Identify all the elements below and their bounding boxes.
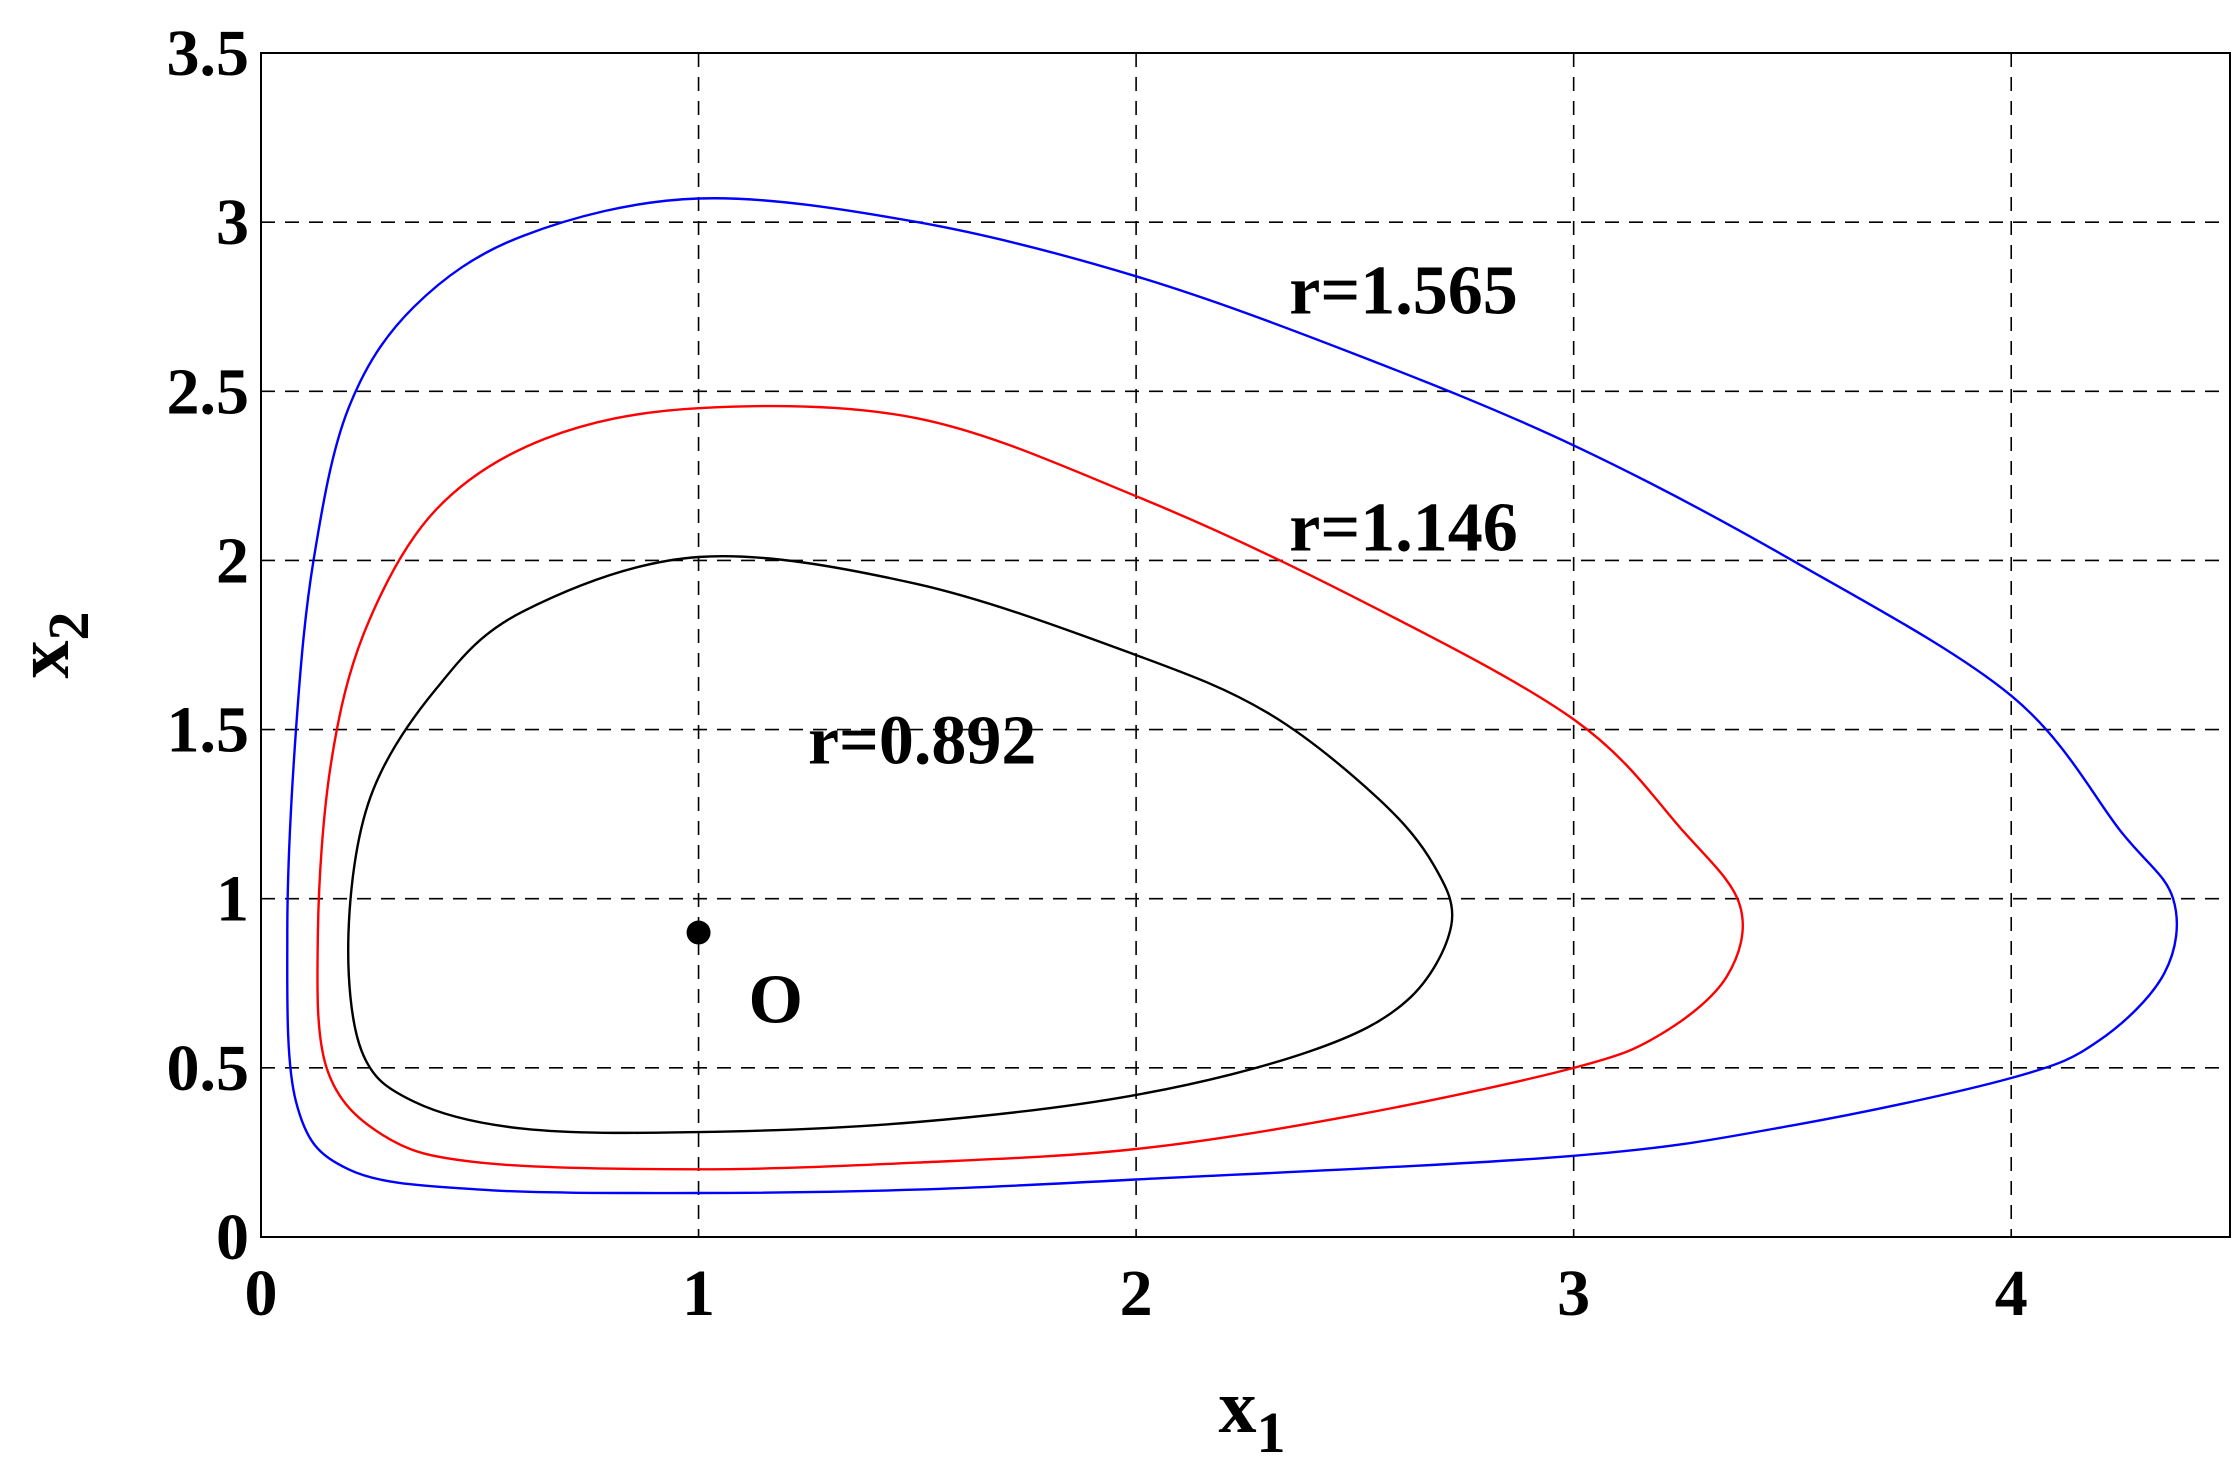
y-tick-label: 0: [216, 1201, 249, 1274]
y-axis-label: x2: [1, 612, 101, 679]
tick-labels: 0 1 2 3 4 0 0.5 1 1.5 2 2.5 3 3.5: [167, 17, 2028, 1330]
x-axis-label: x1: [1219, 1365, 1286, 1465]
y-tick-label: 1.5: [167, 694, 250, 767]
y-tick-label: 2: [216, 524, 249, 597]
curve-label: r=1.565: [1289, 252, 1517, 329]
x-tick-label: 1: [682, 1257, 715, 1330]
x-tick-label: 0: [245, 1257, 278, 1330]
trajectory-curve: [347, 555, 1454, 1135]
curve-annotations: r=1.565 r=1.146 r=0.892: [808, 252, 1518, 779]
x-tick-label: 2: [1120, 1257, 1153, 1330]
equilibrium-point: O: [686, 920, 803, 1039]
y-tick-label: 3: [216, 186, 249, 259]
curve-label: r=1.146: [1289, 489, 1517, 566]
equilibrium-marker: [686, 920, 711, 945]
x-tick-label: 3: [1557, 1257, 1590, 1330]
y-tick-label: 0.5: [167, 1032, 250, 1105]
y-tick-label: 2.5: [167, 355, 250, 428]
trajectories: [286, 197, 2179, 1195]
trajectory-curve: [286, 197, 2179, 1195]
y-tick-label: 3.5: [167, 17, 250, 90]
curve-label: r=0.892: [808, 702, 1036, 779]
x-tick-label: 4: [1995, 1257, 2028, 1330]
equilibrium-label: O: [749, 962, 803, 1039]
trajectory-curve: [316, 404, 1744, 1171]
y-tick-label: 1: [216, 863, 249, 936]
grid-lines: [261, 53, 2230, 1237]
plot-area-border: [260, 52, 2231, 1238]
